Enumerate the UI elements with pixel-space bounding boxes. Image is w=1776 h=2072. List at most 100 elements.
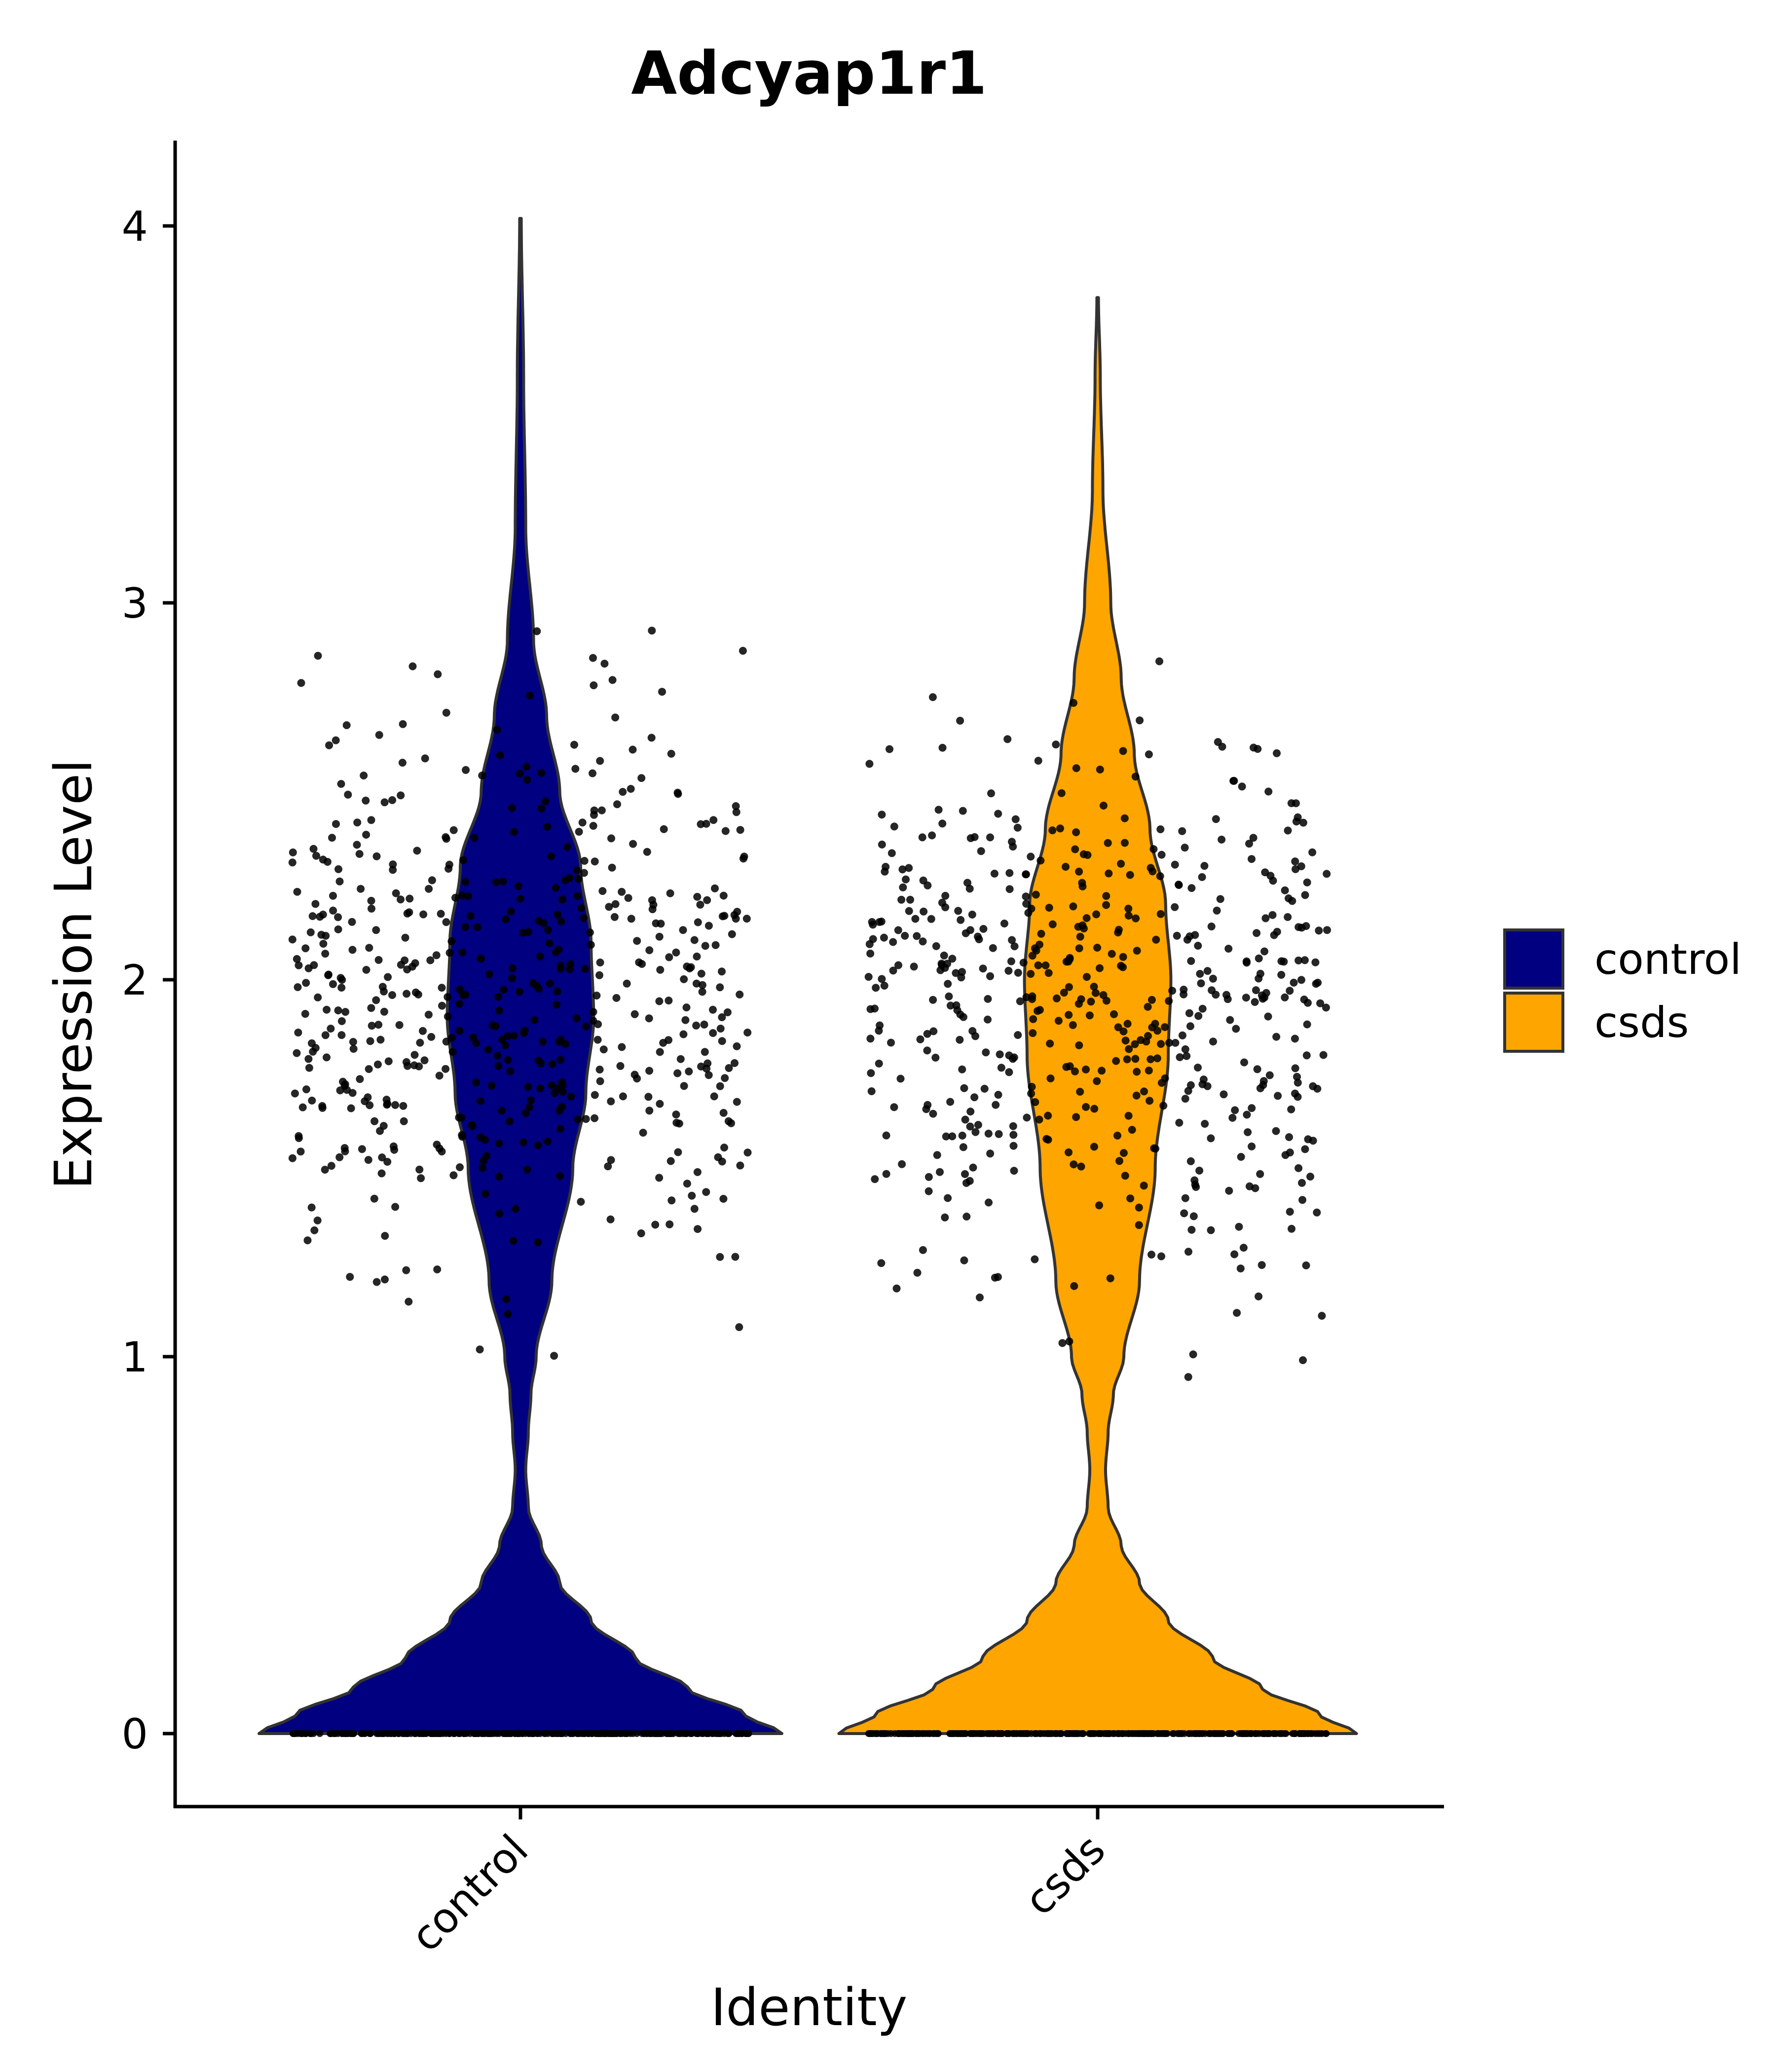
- point-csds: [1207, 1226, 1215, 1234]
- point-control: [534, 1141, 542, 1149]
- point-csds: [1119, 1149, 1128, 1157]
- point-csds: [959, 1143, 967, 1151]
- point-csds: [1260, 947, 1268, 956]
- point-control: [294, 1029, 302, 1036]
- point-control-zero: [473, 1730, 480, 1737]
- point-control: [492, 878, 500, 887]
- point-control: [500, 986, 508, 994]
- point-control: [536, 1084, 544, 1093]
- point-csds: [867, 1087, 876, 1095]
- point-control-zero: [327, 1730, 334, 1737]
- point-control: [509, 1237, 518, 1245]
- point-control: [719, 1195, 728, 1203]
- point-csds: [1218, 835, 1226, 844]
- point-control: [596, 959, 604, 966]
- point-control: [415, 1165, 424, 1174]
- point-csds: [1288, 1224, 1295, 1233]
- point-control: [516, 894, 524, 903]
- point-control: [552, 884, 560, 892]
- point-control: [473, 923, 481, 931]
- point-csds-zero: [1015, 1730, 1023, 1737]
- point-csds: [1092, 910, 1101, 919]
- point-csds: [938, 743, 947, 752]
- point-control: [502, 1295, 511, 1303]
- point-control: [593, 1036, 602, 1044]
- point-csds: [1082, 914, 1091, 922]
- y-tick-label-4: 4: [122, 202, 148, 251]
- point-control: [561, 1040, 570, 1048]
- point-csds: [1022, 892, 1030, 901]
- point-csds: [1303, 878, 1311, 887]
- point-control: [313, 1216, 322, 1224]
- point-control: [464, 892, 472, 900]
- point-csds: [878, 840, 886, 849]
- point-control: [544, 926, 552, 934]
- point-csds: [1295, 1164, 1303, 1172]
- point-csds: [1076, 932, 1084, 941]
- point-control: [295, 961, 303, 969]
- point-csds: [1244, 1128, 1252, 1136]
- point-csds: [932, 942, 940, 950]
- x-ticks: control csds: [402, 1807, 1114, 1961]
- point-control: [704, 1071, 713, 1079]
- point-control: [437, 910, 445, 918]
- point-csds: [1102, 997, 1110, 1005]
- point-control: [644, 1093, 653, 1101]
- point-control: [484, 1045, 492, 1054]
- point-control: [367, 1004, 375, 1012]
- point-csds-zero: [906, 1730, 914, 1737]
- point-control: [432, 951, 441, 960]
- point-csds: [1224, 945, 1233, 953]
- point-control: [327, 1025, 335, 1033]
- point-csds-zero: [1196, 1730, 1203, 1737]
- point-csds: [1013, 823, 1022, 832]
- point-csds: [1198, 1004, 1207, 1013]
- point-csds: [1044, 1111, 1052, 1120]
- point-control: [308, 912, 317, 920]
- point-control: [438, 984, 446, 992]
- point-csds: [1290, 978, 1298, 987]
- point-control-zero: [302, 1730, 310, 1737]
- point-control: [711, 941, 720, 949]
- point-control: [607, 1156, 615, 1164]
- point-csds: [928, 693, 937, 702]
- point-control: [442, 835, 450, 843]
- point-control: [525, 1103, 533, 1111]
- point-control: [697, 969, 705, 978]
- point-control: [685, 1067, 693, 1075]
- point-csds: [1125, 1045, 1133, 1053]
- point-csds: [1277, 957, 1286, 965]
- point-control: [358, 1145, 366, 1153]
- point-control: [470, 834, 479, 842]
- point-control: [586, 928, 594, 937]
- point-csds: [1175, 1118, 1184, 1127]
- point-control: [608, 676, 617, 684]
- point-csds: [986, 833, 994, 842]
- point-csds: [1274, 1092, 1282, 1100]
- point-csds: [962, 1213, 971, 1221]
- point-csds: [1119, 953, 1127, 961]
- point-control: [382, 1096, 391, 1104]
- point-control: [623, 979, 631, 988]
- point-control: [611, 900, 620, 908]
- point-csds: [1295, 956, 1303, 964]
- point-csds: [941, 1213, 949, 1221]
- point-control-zero: [488, 1730, 495, 1737]
- point-csds: [1298, 1196, 1306, 1204]
- point-csds: [1264, 1012, 1272, 1021]
- point-control: [434, 670, 442, 678]
- point-control: [297, 679, 305, 687]
- point-control: [651, 1221, 660, 1229]
- point-csds: [1022, 900, 1031, 908]
- point-csds: [892, 1284, 901, 1293]
- violin-csds: [837, 296, 1358, 1735]
- point-csds: [1119, 1027, 1128, 1036]
- point-control: [504, 1056, 512, 1064]
- point-csds-zero: [1169, 1730, 1177, 1737]
- point-control: [629, 840, 637, 848]
- point-control: [716, 1025, 725, 1033]
- point-control-zero: [541, 1730, 548, 1737]
- point-control: [676, 1055, 685, 1063]
- point-csds: [1126, 871, 1134, 879]
